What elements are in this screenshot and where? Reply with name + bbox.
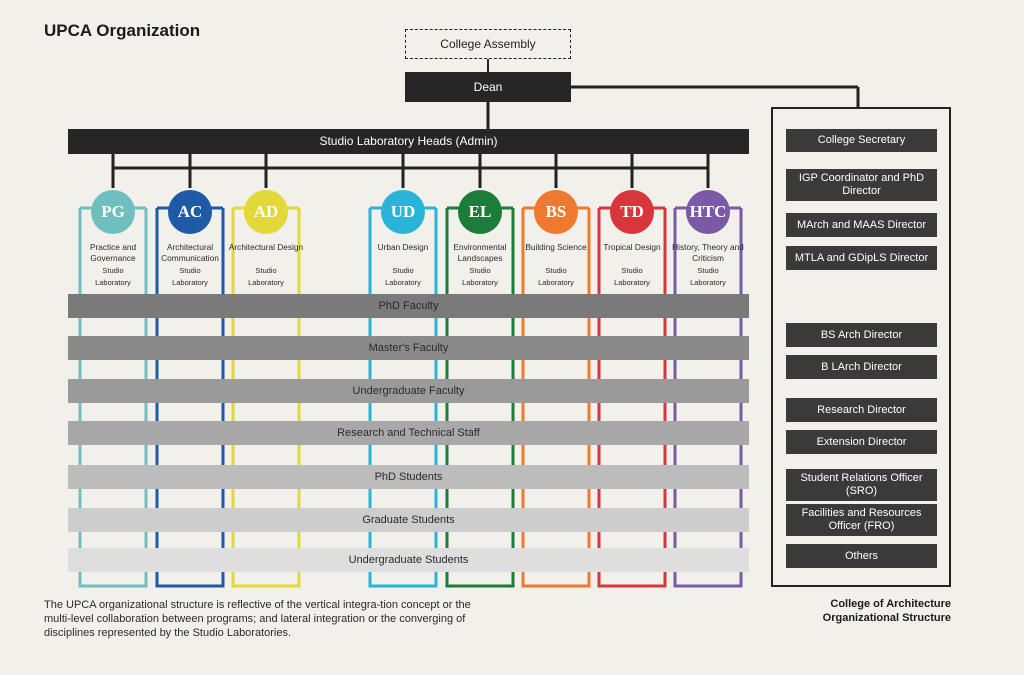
studio-badge-el: EL [458, 190, 502, 234]
studio-badge-htc: HTC [686, 190, 730, 234]
studio-name: History, Theory and Criticism [672, 242, 744, 263]
studio-name: Building Science [525, 242, 587, 252]
studio-sub-label: Studio Laboratory [462, 266, 498, 287]
studio-name: Tropical Design [603, 242, 661, 252]
officer-box: Extension Director [786, 430, 937, 454]
officer-box: College Secretary [786, 129, 937, 152]
dean-box: Dean [405, 72, 571, 102]
studio-sub-label: Studio Laboratory [690, 266, 726, 287]
page-title: UPCA Organization [44, 21, 201, 40]
studio-sub-label: Studio Laboratory [95, 266, 131, 287]
studio-name: Environmental Landscapes [453, 242, 507, 263]
studio-badge-td: TD [610, 190, 654, 234]
studio-name: Urban Design [377, 242, 429, 252]
layer-bar: Master's Faculty [68, 336, 749, 360]
officer-box: Others [786, 544, 937, 568]
studio-badge-ad: AD [244, 190, 288, 234]
studio-name: Architectural Design [228, 242, 304, 252]
studio-sub-label: Studio Laboratory [385, 266, 421, 287]
studio-badge-bs: BS [534, 190, 578, 234]
officer-box: B LArch Director [786, 355, 937, 379]
structure-caption: College of Architecture Organizational S… [822, 598, 951, 624]
studio-sub-label: Studio Laboratory [614, 266, 650, 287]
layer-bar: Undergraduate Students [68, 548, 749, 572]
officer-box: Student Relations Officer (SRO) [786, 469, 937, 501]
studio-badge-pg: PG [91, 190, 135, 234]
studio-name: Architectural Communication [161, 242, 219, 263]
officer-box: IGP Coordinator and PhD Director [786, 169, 937, 201]
studio-sub-label: Studio Laboratory [248, 266, 284, 287]
studio-sub-label: Studio Laboratory [172, 266, 208, 287]
officer-box: BS Arch Director [786, 323, 937, 347]
studio-badge-ud: UD [381, 190, 425, 234]
layer-bar: Graduate Students [68, 508, 749, 532]
layer-bar: Research and Technical Staff [68, 421, 749, 445]
studio-badge-ac: AC [168, 190, 212, 234]
layer-bar: PhD Students [68, 465, 749, 489]
layer-bar: PhD Faculty [68, 294, 749, 318]
officer-box: Research Director [786, 398, 937, 422]
college-assembly-box: College Assembly [405, 29, 571, 59]
officer-box: MArch and MAAS Director [786, 213, 937, 237]
officers-panel-frame [771, 107, 951, 587]
studio-sub-label: Studio Laboratory [538, 266, 574, 287]
officer-box: MTLA and GDipLS Director [786, 246, 937, 270]
studio-name: Practice and Governance [89, 242, 137, 263]
description-note: The UPCA organizational structure is ref… [44, 599, 471, 639]
layer-bar: Undergraduate Faculty [68, 379, 749, 403]
officer-box: Facilities and Resources Officer (FRO) [786, 504, 937, 536]
studio-lab-heads-bar: Studio Laboratory Heads (Admin) [68, 129, 749, 154]
